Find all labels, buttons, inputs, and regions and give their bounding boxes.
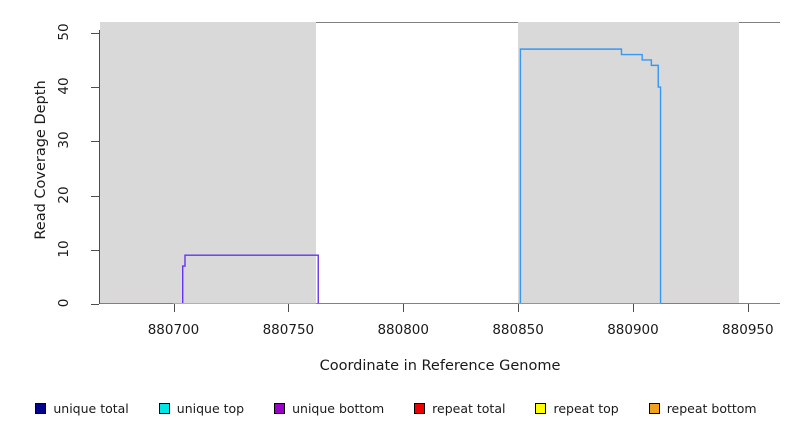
x-tick-label: 880800 (377, 322, 429, 338)
coverage-lines (100, 22, 780, 304)
legend-label: unique top (176, 400, 245, 416)
x-tick-mark (748, 304, 749, 312)
legend-swatch-icon (535, 402, 547, 414)
y-tick-mark (91, 87, 99, 88)
y-tick-mark (91, 141, 99, 142)
y-tick-label: 20 (56, 185, 72, 204)
x-tick-label: 880950 (722, 322, 774, 338)
x-tick-mark (518, 304, 519, 312)
legend-item[interactable]: unique bottom (274, 401, 384, 416)
series-line (100, 49, 780, 304)
x-tick-label: 880700 (147, 322, 200, 338)
legend-item[interactable]: unique top (158, 400, 245, 416)
shaded-region (518, 22, 739, 304)
legend-swatch-icon (158, 402, 170, 414)
legend-swatch-icon (648, 402, 660, 414)
panel-top-border (315, 22, 519, 23)
x-tick-label: 880850 (492, 322, 544, 338)
legend-label: repeat bottom (666, 400, 757, 416)
x-tick-label: 880750 (262, 322, 315, 338)
x-tick-mark (633, 304, 634, 312)
y-tick-label: 40 (56, 77, 72, 95)
x-tick-mark (288, 304, 289, 312)
chart-legend: unique total unique top unique bottom repea… (0, 396, 792, 420)
legend-label: repeat total (432, 400, 506, 416)
y-tick-label: 0 (56, 298, 72, 308)
y-axis-line (99, 30, 100, 304)
y-tick-mark (91, 250, 99, 251)
panel-top-border (738, 22, 780, 23)
y-tick-mark (91, 196, 99, 197)
legend-swatch-icon (35, 402, 47, 414)
legend-swatch-icon (274, 402, 286, 414)
y-tick-label: 10 (56, 240, 72, 258)
plot-area (100, 22, 780, 304)
legend-item[interactable]: repeat bottom (648, 400, 757, 416)
y-tick-label: 50 (56, 23, 72, 41)
legend-label: unique total (53, 400, 129, 416)
y-tick-mark (91, 33, 99, 34)
y-tick-label: 30 (56, 131, 72, 149)
x-axis-title: Coordinate in Reference Genome (319, 358, 561, 374)
x-tick-mark (174, 304, 175, 312)
legend-label: repeat top (553, 400, 619, 416)
legend-item[interactable]: repeat total (414, 401, 505, 416)
x-tick-mark (403, 304, 404, 312)
y-tick-mark (91, 304, 99, 305)
legend-label: unique bottom (292, 400, 385, 416)
legend-item[interactable]: repeat top (535, 400, 619, 416)
legend-swatch-icon (414, 402, 426, 414)
shaded-region (100, 22, 316, 304)
y-axis-title: Read Coverage Depth (33, 80, 49, 240)
legend-item[interactable]: unique total (35, 400, 129, 416)
series-line (100, 255, 780, 304)
x-tick-label: 880900 (607, 322, 659, 338)
